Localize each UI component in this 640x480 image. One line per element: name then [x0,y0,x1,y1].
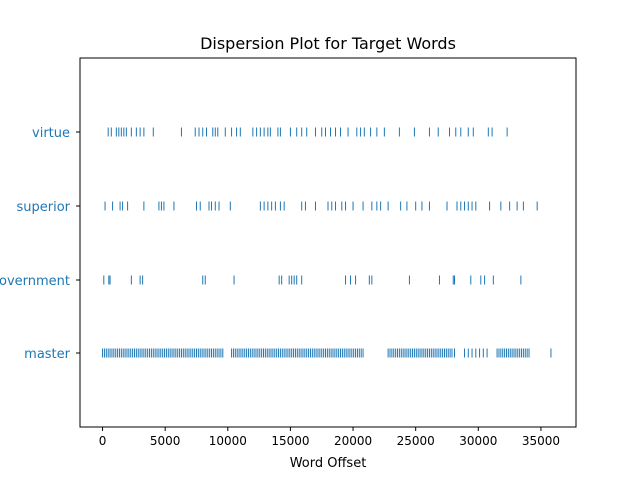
y-axis: virtue superior government master [0,126,80,362]
x-tick-label: 35000 [522,434,560,448]
marks-layer [102,127,552,358]
plot-area-frame [79,57,577,428]
y-tick-label-superior: superior [16,200,70,215]
y-tick-label-government: government [0,274,70,289]
x-tick-label: 0 [99,434,107,448]
x-tick-label: 5000 [150,434,181,448]
x-axis: 0 5000 10000 15000 20000 25000 30000 35000 [99,427,560,448]
x-tick-label: 20000 [334,434,372,448]
x-axis-label: Word Offset [290,456,367,471]
y-tick-label-master: master [24,347,70,362]
chart-title: Dispersion Plot for Target Words [200,34,456,53]
x-tick-label: 25000 [397,434,435,448]
x-tick-label: 15000 [271,434,309,448]
x-tick-label: 10000 [209,434,247,448]
x-tick-label: 30000 [459,434,497,448]
y-tick-label-virtue: virtue [32,126,70,141]
